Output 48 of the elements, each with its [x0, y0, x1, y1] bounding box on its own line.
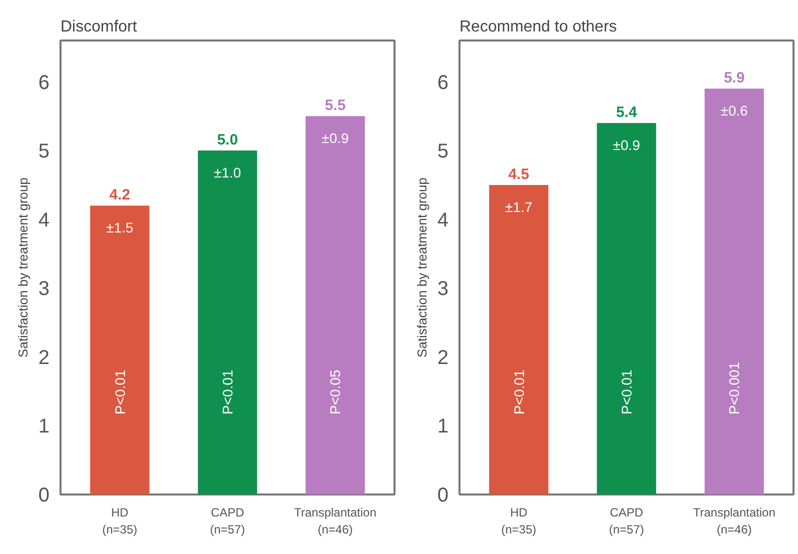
data-label: 4.5 [508, 166, 530, 183]
x-tick-label: CAPD (n=57) [608, 506, 644, 536]
x-tick-label: HD (n=35) [501, 506, 536, 536]
y-tick-label: 3 [38, 278, 50, 300]
data-label: 5.4 [616, 104, 638, 122]
y-tick-label: 0 [38, 484, 50, 506]
annotation: ±1.0 [214, 164, 242, 181]
annotation: P<0.01 [112, 370, 128, 414]
annotation: P<0.01 [510, 370, 527, 414]
data-label: 5.5 [324, 97, 346, 114]
annotation: P<0.05 [327, 370, 344, 414]
y-tick-label: 6 [437, 72, 448, 94]
bar [489, 184, 548, 494]
y-tick-label: 5 [38, 140, 50, 163]
bar [596, 123, 656, 494]
bar [90, 206, 150, 494]
y-axis-title: Satisfaction by treatment group [414, 178, 430, 358]
x-tick-label: Transplantation (n=46) [693, 506, 776, 536]
annotation: P<0.01 [220, 370, 236, 414]
x-tick-label: Transplantation (n=46) [294, 506, 376, 536]
data-label: 5.9 [724, 70, 745, 87]
annotation: ±1.7 [505, 198, 533, 215]
y-tick-label: 1 [38, 416, 50, 438]
y-tick-label: 1 [437, 416, 448, 438]
annotation: P<0.01 [618, 370, 634, 414]
x-tick-label: CAPD (n=57) [210, 506, 246, 536]
bar [704, 88, 764, 494]
data-label: 5.0 [217, 132, 238, 149]
annotation: P<0.001 [726, 362, 742, 414]
y-tick-label: 2 [38, 346, 50, 369]
annotation: ±0.6 [720, 102, 748, 119]
y-tick-label: 0 [437, 484, 448, 506]
annotation: ±1.5 [106, 220, 134, 236]
chart-title: Recommend to others [460, 18, 617, 36]
y-tick-label: 4 [38, 209, 50, 232]
data-label: 4.2 [109, 186, 130, 204]
chart-title: Discomfort [60, 18, 138, 36]
y-tick-label: 6 [38, 72, 50, 94]
y-tick-label: 4 [437, 209, 448, 232]
bar [306, 116, 365, 494]
annotation: ±0.9 [612, 137, 640, 154]
y-axis-title: Satisfaction by treatment group [15, 178, 30, 358]
y-tick-label: 2 [437, 346, 448, 369]
y-tick-label: 3 [437, 278, 448, 300]
y-tick-label: 5 [437, 140, 448, 163]
x-tick-label: HD (n=35) [102, 506, 138, 536]
annotation: ±0.9 [322, 130, 350, 146]
bar [198, 150, 258, 494]
